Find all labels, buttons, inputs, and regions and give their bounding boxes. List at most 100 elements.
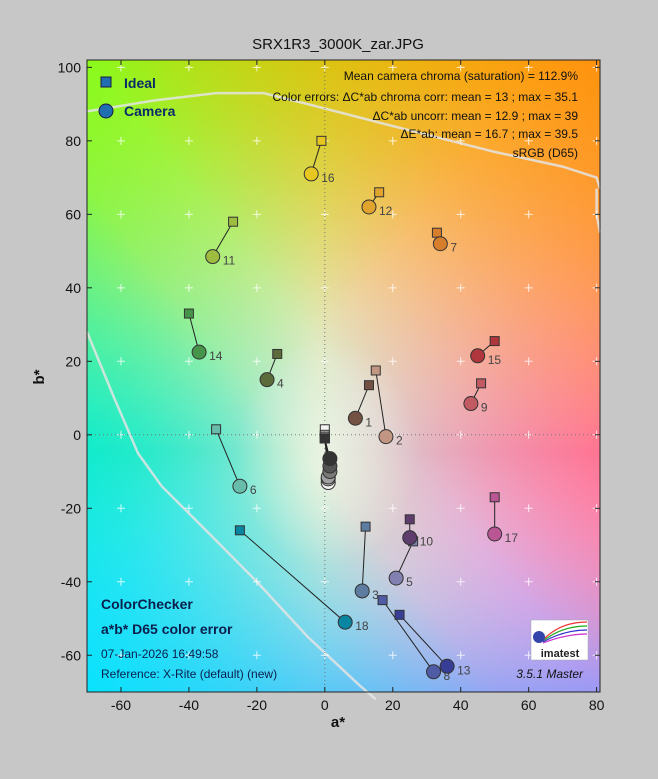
legend-camera-label: Camera (124, 103, 176, 119)
y-tick-label: -20 (61, 500, 81, 516)
grid-mark (456, 283, 465, 292)
bottom-annotations: ColorChecker a*b* D65 color error 07-Jan… (101, 596, 584, 681)
gamut-curve (85, 331, 377, 701)
error-line (382, 599, 434, 673)
y-tick-label: 0 (73, 427, 81, 443)
grid-mark (524, 283, 533, 292)
ideal-point (489, 336, 500, 347)
ideal-point (489, 492, 500, 503)
patch-label: 17 (505, 531, 519, 545)
camera-point (388, 570, 404, 586)
camera-point (361, 199, 377, 215)
camera-point (191, 344, 207, 360)
y-tick-label: 20 (65, 353, 81, 369)
x-tick-label: 80 (589, 697, 605, 713)
ideal-point (404, 514, 415, 525)
patch-label: 12 (379, 204, 393, 218)
grid-mark (252, 136, 261, 145)
patch-label: 18 (355, 619, 369, 633)
info-line-chroma-corr: Color errors: ΔC*ab chroma corr: mean = … (273, 90, 579, 104)
ideal-point (360, 521, 371, 532)
camera-point (402, 530, 418, 546)
camera-point (470, 348, 486, 364)
ideal-point (476, 378, 487, 389)
grid-mark (524, 210, 533, 219)
x-axis-label: a* (331, 714, 345, 731)
grid-mark (184, 504, 193, 513)
version-text: 3.5.1 Master (516, 667, 584, 681)
ideal-point (394, 609, 405, 620)
camera-point (337, 614, 353, 630)
ideal-point (431, 227, 442, 238)
patch-label: 7 (450, 241, 457, 255)
panel-subtitle: a*b* D65 color error (101, 621, 233, 637)
error-line (239, 529, 346, 623)
grid-mark (184, 136, 193, 145)
logo-text: imatest (541, 648, 580, 660)
ideal-point (183, 308, 194, 319)
ideal-point (211, 424, 222, 435)
patch-label: 8 (444, 669, 451, 683)
grid-mark (116, 210, 125, 219)
grid-mark (252, 577, 261, 586)
patch-label: 15 (488, 353, 502, 367)
y-tick-label: 80 (65, 133, 81, 149)
grid-mark (388, 210, 397, 219)
camera-point (303, 166, 319, 182)
grid-mark (184, 210, 193, 219)
patch-label: 1 (365, 415, 372, 429)
grid-mark (456, 210, 465, 219)
x-tick-label: 40 (453, 697, 469, 713)
error-line (361, 526, 367, 591)
y-tick-label: -40 (61, 574, 81, 590)
grid-mark (388, 136, 397, 145)
legend-ideal-label: Ideal (124, 75, 156, 91)
grid-mark (388, 357, 397, 366)
grid-mark (252, 210, 261, 219)
reference-text: Reference: X-Rite (default) (new) (101, 667, 277, 681)
patch-label: 4 (277, 377, 284, 391)
camera-point (322, 451, 338, 467)
grid-mark (252, 504, 261, 513)
y-tick-label: 40 (65, 280, 81, 296)
grid-mark (524, 504, 533, 513)
y-tick-label: -60 (61, 647, 81, 663)
grid-mark (456, 136, 465, 145)
grid-mark (456, 504, 465, 513)
camera-point (378, 429, 394, 445)
patch-label: 10 (420, 535, 434, 549)
ideal-point (374, 187, 385, 198)
grid-mark (184, 577, 193, 586)
grid-mark (252, 283, 261, 292)
y-tick-label: 60 (65, 206, 81, 222)
camera-point (205, 249, 221, 265)
error-line (215, 429, 241, 487)
ideal-point (319, 433, 330, 444)
y-tick-label: 100 (58, 59, 82, 75)
grid-mark (252, 357, 261, 366)
imatest-logo: imatest (530, 619, 589, 661)
timestamp: 07-Jan-2026 16:49:58 (101, 647, 219, 661)
camera-point (426, 664, 442, 680)
grid-mark (184, 283, 193, 292)
ideal-point (234, 525, 245, 536)
info-line-delta-e: ΔE*ab: mean = 16.7 ; max = 39.5 (401, 127, 579, 141)
x-tick-label: -20 (247, 697, 267, 713)
grid-mark (116, 651, 125, 660)
patch-label: 13 (457, 663, 471, 677)
patch-label: 11 (223, 254, 236, 268)
ideal-point (316, 135, 327, 146)
grid-mark (388, 283, 397, 292)
grid-mark (524, 136, 533, 145)
chart-title: SRX1R3_3000K_zar.JPG (252, 36, 424, 53)
camera-point (259, 372, 275, 388)
patch-label: 2 (396, 434, 403, 448)
camera-point (463, 396, 479, 412)
error-line (399, 614, 448, 667)
grid-mark (456, 651, 465, 660)
grid-mark (388, 504, 397, 513)
patch-label: 16 (321, 171, 335, 185)
x-tick-label: -40 (179, 697, 199, 713)
